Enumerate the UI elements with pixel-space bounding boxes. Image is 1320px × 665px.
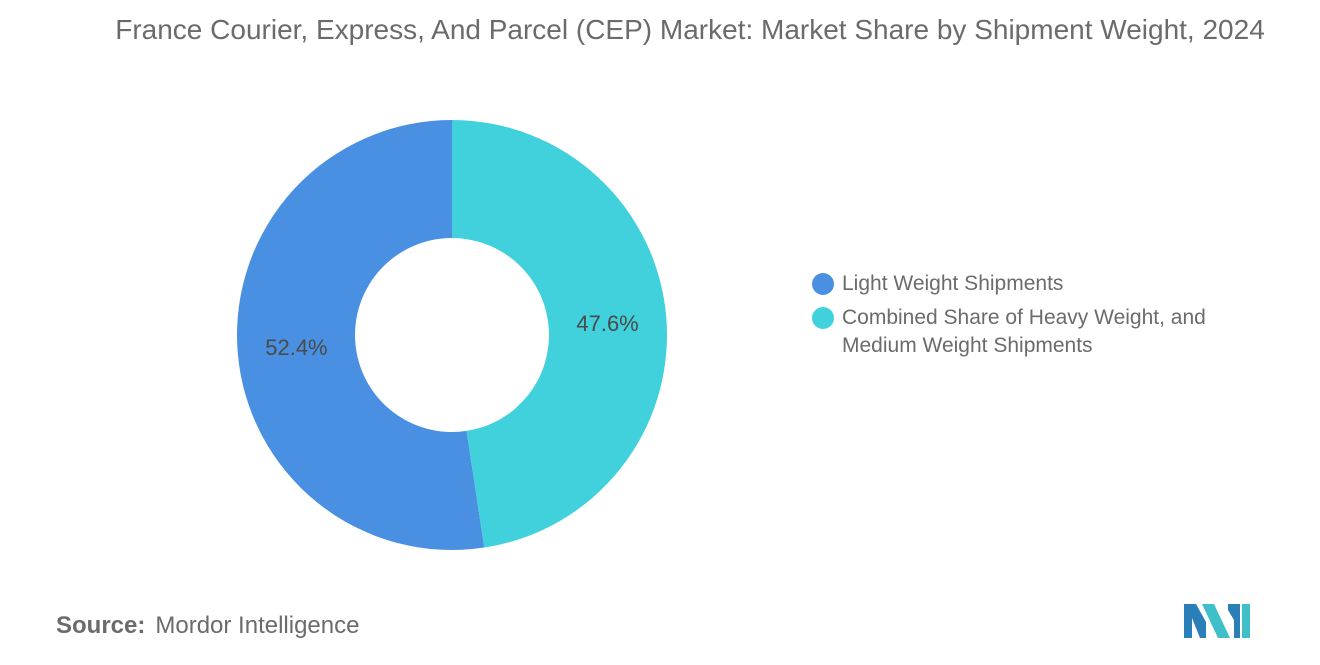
source-value: Mordor Intelligence xyxy=(155,612,360,639)
legend-item-light-weight: Light Weight Shipments xyxy=(812,270,1272,298)
legend-label-light-weight: Light Weight Shipments xyxy=(842,272,1064,295)
legend-swatch-combined-heavy-medium xyxy=(812,307,834,329)
legend-label-combined-heavy-medium: Combined Share of Heavy Weight, and Medi… xyxy=(842,306,1206,357)
source-label: Source: xyxy=(56,612,146,639)
mordor-intelligence-logo-icon xyxy=(1184,604,1250,638)
data-label-light-weight: 52.4% xyxy=(265,335,327,360)
legend-item-combined-heavy-medium: Combined Share of Heavy Weight, and Medi… xyxy=(812,304,1272,360)
legend-swatch-light-weight xyxy=(812,273,834,295)
chart-title: France Courier, Express, And Parcel (CEP… xyxy=(115,14,1265,45)
slice-light-weight xyxy=(236,120,485,550)
source-note: Source: Mordor Intelligence xyxy=(56,612,359,640)
data-label-combined-heavy-medium: 47.6% xyxy=(576,311,638,336)
chart-legend: Light Weight Shipments Combined Share of… xyxy=(812,270,1272,366)
slice-combined-heavy-medium xyxy=(452,120,667,548)
